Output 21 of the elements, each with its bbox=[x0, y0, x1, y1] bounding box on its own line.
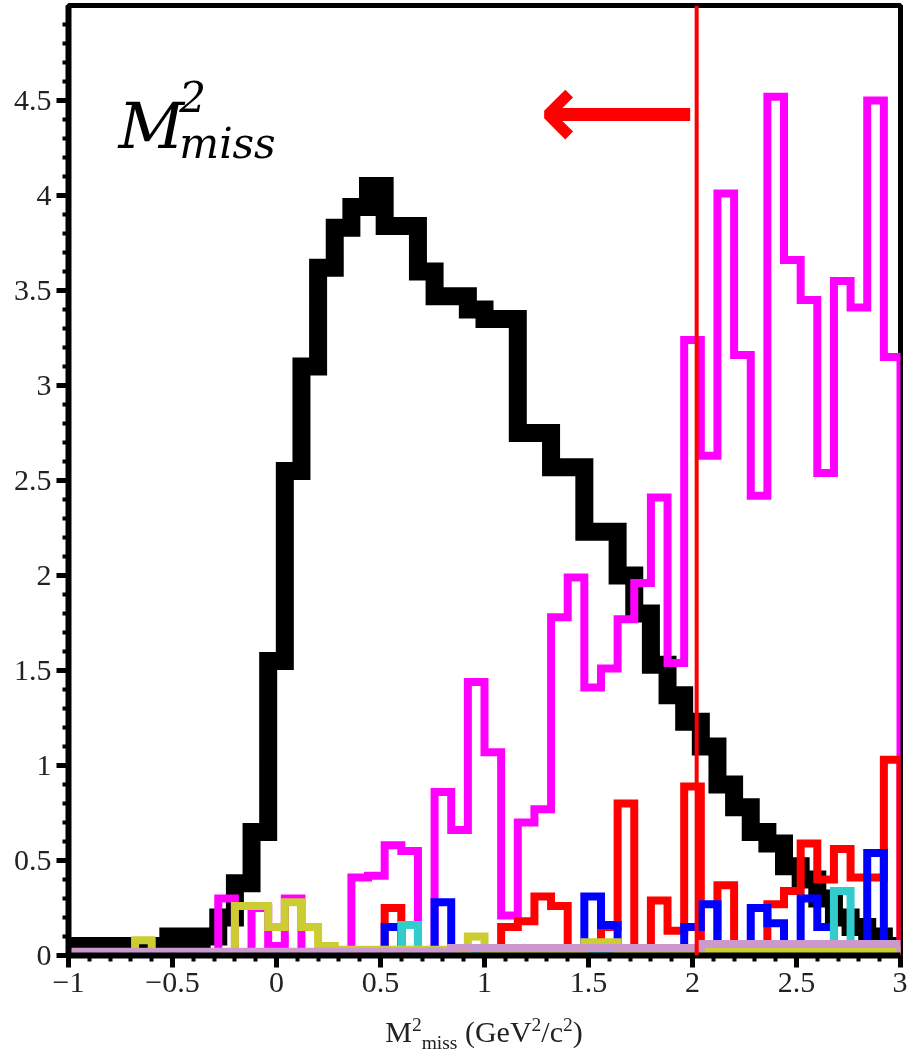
ref-line-label: ⟵ bbox=[538, 46, 697, 175]
y-tick-label: 2 bbox=[36, 558, 52, 591]
x-tick-label: −1 bbox=[52, 964, 85, 998]
y-tick-label: 4.5 bbox=[14, 83, 52, 116]
x-tick-label: 0.5 bbox=[361, 964, 400, 998]
y-tick-label: 1 bbox=[36, 748, 52, 781]
x-tick-label: 1 bbox=[477, 964, 492, 998]
x-tick-label: 2 bbox=[685, 964, 700, 998]
y-tick-label: 0.5 bbox=[14, 843, 52, 876]
y-tick-label: 3.5 bbox=[14, 273, 52, 306]
x-axis-title: M$^{2}$$_{miss}$ (GeV$^{2}$/c$^{2}$) bbox=[385, 1013, 583, 1055]
y-tick-label: 1.5 bbox=[14, 653, 52, 686]
x-tick-label: 0 bbox=[269, 964, 284, 998]
y-tick-label: 4 bbox=[36, 178, 52, 211]
y-tick-label: 2.5 bbox=[14, 463, 52, 496]
x-tick-label: −0.5 bbox=[145, 964, 200, 998]
y-tick-label: 3 bbox=[36, 368, 52, 401]
x-tick-label: 1.5 bbox=[569, 964, 608, 998]
x-tick-label: 2.5 bbox=[777, 964, 816, 998]
x-tick-label: 3 bbox=[892, 964, 907, 998]
y-tick-label: 0 bbox=[36, 938, 52, 971]
